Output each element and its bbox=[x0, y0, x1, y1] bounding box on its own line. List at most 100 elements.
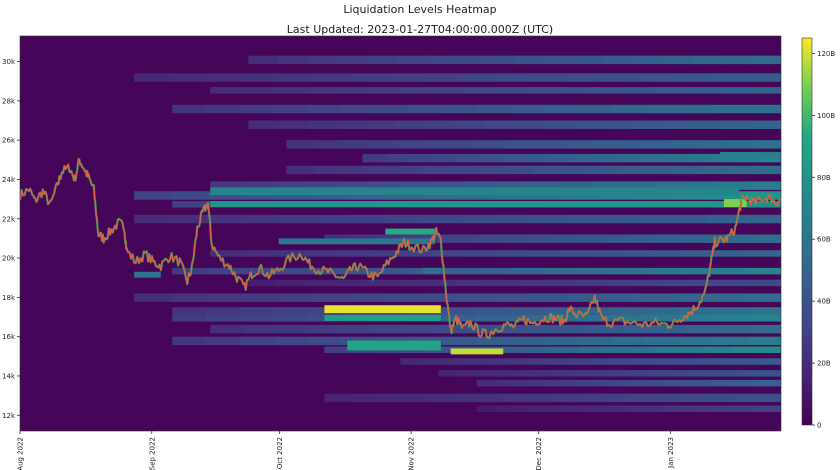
y-tick-label: 14k bbox=[2, 372, 16, 380]
heatmap-band bbox=[273, 104, 309, 114]
heatmap-band bbox=[313, 165, 342, 175]
heatmap-band bbox=[573, 55, 605, 65]
heatmap-band bbox=[749, 181, 781, 190]
heatmap-band bbox=[510, 405, 528, 412]
heatmap-band bbox=[368, 87, 402, 94]
heatmap-band bbox=[385, 293, 423, 302]
heatmap-band bbox=[675, 358, 698, 365]
heatmap-band bbox=[726, 140, 755, 149]
heatmap-band bbox=[425, 120, 457, 129]
heatmap-band bbox=[578, 234, 605, 243]
heatmap-hotspot bbox=[324, 305, 441, 314]
heatmap-band bbox=[457, 370, 478, 377]
heatmap-band bbox=[206, 191, 243, 200]
heatmap-band bbox=[478, 140, 507, 149]
heatmap-band bbox=[493, 191, 531, 200]
heatmap-band bbox=[559, 87, 592, 94]
heatmap-band bbox=[305, 324, 338, 334]
heatmap-band bbox=[544, 120, 575, 129]
heatmap-band bbox=[569, 358, 592, 365]
heatmap-band bbox=[172, 201, 207, 208]
heatmap-band bbox=[241, 73, 279, 82]
heatmap-band bbox=[362, 153, 387, 163]
heatmap-band bbox=[679, 234, 706, 243]
heatmap-band bbox=[713, 267, 748, 275]
heatmap-band bbox=[172, 315, 207, 322]
heatmap-band bbox=[442, 267, 478, 275]
heatmap-band bbox=[552, 393, 579, 403]
heatmap-band bbox=[679, 307, 714, 316]
heatmap-band bbox=[493, 405, 512, 412]
heatmap-band bbox=[578, 379, 596, 387]
heatmap-band bbox=[552, 370, 573, 377]
heatmap-band bbox=[711, 153, 736, 163]
heatmap-band bbox=[671, 140, 700, 149]
heatmap-band bbox=[713, 336, 748, 346]
heatmap-band bbox=[368, 250, 402, 257]
heatmap-band bbox=[679, 267, 714, 275]
y-tick-label: 30k bbox=[2, 58, 16, 66]
heatmap-band bbox=[559, 250, 592, 257]
heatmap-band bbox=[493, 214, 531, 224]
heatmap-band bbox=[590, 250, 624, 257]
heatmap-band bbox=[713, 307, 748, 316]
heatmap-band bbox=[277, 55, 309, 65]
heatmap-band bbox=[685, 181, 719, 190]
heatmap-band bbox=[463, 87, 497, 94]
heatmap-band bbox=[476, 104, 512, 114]
heatmap-band bbox=[457, 214, 495, 224]
heatmap-band bbox=[645, 104, 681, 114]
heatmap-band bbox=[745, 214, 781, 224]
heatmap-band bbox=[709, 191, 746, 200]
heatmap-band bbox=[286, 140, 315, 149]
heatmap-band bbox=[423, 140, 452, 149]
heatmap-band bbox=[273, 181, 306, 190]
heatmap-band bbox=[408, 153, 433, 163]
heatmap-band bbox=[525, 153, 550, 163]
heatmap-band bbox=[704, 346, 731, 353]
heatmap-band bbox=[313, 214, 351, 224]
x-tick-label: Sep 2022 bbox=[148, 437, 156, 470]
heatmap-band bbox=[425, 393, 452, 403]
heatmap-band bbox=[324, 346, 351, 353]
heatmap-band bbox=[206, 293, 243, 302]
heatmap-band bbox=[578, 104, 613, 114]
heatmap-band bbox=[341, 267, 376, 275]
heatmap-band bbox=[730, 405, 748, 412]
heatmap-band bbox=[685, 324, 719, 334]
heatmap-band bbox=[717, 87, 750, 94]
heatmap-band bbox=[172, 336, 207, 346]
x-tick-label: Nov 2022 bbox=[408, 437, 416, 470]
y-tick-label: 28k bbox=[2, 97, 16, 105]
x-tick-label: Dec 2022 bbox=[535, 437, 543, 470]
heatmap-band bbox=[170, 214, 207, 224]
heatmap-band bbox=[687, 153, 712, 163]
heatmap-band bbox=[349, 214, 387, 224]
heatmap-band bbox=[375, 393, 402, 403]
heatmap-band bbox=[277, 293, 315, 302]
heatmap-band bbox=[533, 370, 554, 377]
heatmap-band bbox=[307, 336, 342, 346]
heatmap-band bbox=[273, 315, 309, 322]
heatmap-band bbox=[396, 279, 427, 287]
heatmap-band bbox=[313, 73, 351, 82]
heatmap-band bbox=[544, 279, 575, 287]
heatmap-hotspot bbox=[385, 228, 435, 235]
heatmap-band bbox=[432, 153, 457, 163]
heatmap-band bbox=[730, 393, 757, 403]
heatmap-band bbox=[601, 191, 638, 200]
heatmap-band bbox=[172, 104, 207, 114]
heatmap-band bbox=[764, 405, 781, 412]
heatmap-band bbox=[432, 250, 465, 257]
colorbar-tick-label: 80B bbox=[817, 174, 831, 182]
heatmap-band bbox=[673, 214, 710, 224]
heatmap-band bbox=[442, 358, 465, 365]
heatmap-band bbox=[241, 191, 279, 200]
heatmap-band bbox=[476, 267, 512, 275]
heatmap-band bbox=[747, 336, 781, 346]
heatmap-band bbox=[633, 279, 664, 287]
heatmap-band bbox=[654, 358, 676, 365]
heatmap-band bbox=[685, 370, 706, 377]
heatmap-band bbox=[637, 293, 674, 302]
heatmap-band bbox=[704, 370, 725, 377]
